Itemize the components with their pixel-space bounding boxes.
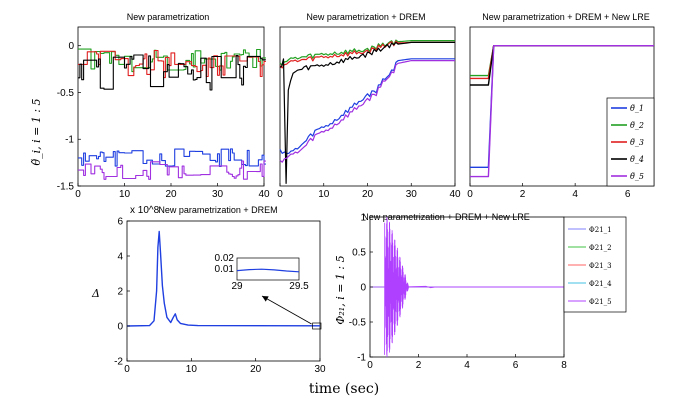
panel-1-lines xyxy=(78,48,266,180)
panel-1: New parametrization 0 10 20 30 40 0 -0.5 -1 -1.5… xyxy=(30,12,270,200)
panel-3-lines xyxy=(470,45,654,178)
panel-3-title: New parametrization + DREM + New LRE xyxy=(482,12,650,22)
legend-label: Φ21_3 xyxy=(589,262,612,270)
series-line-θ̃_1 xyxy=(78,148,266,168)
series-line-θ̃_1 xyxy=(279,58,455,155)
series-line-θ̃_5 xyxy=(279,59,455,163)
p5-xtick-label: 4 xyxy=(464,360,470,371)
panel-4-title: New parametrization + DREM xyxy=(158,205,277,215)
panel-2: New parametrization + DREM 0 10 20 30 40 xyxy=(277,12,461,200)
p1-xtick-label: 0 xyxy=(75,189,81,200)
p5-xtick-label: 8 xyxy=(561,360,567,371)
p5-xtick-label: 0 xyxy=(367,360,373,371)
panel-2-title: New parametrization + DREM xyxy=(306,12,425,22)
legend-label: Φ21_1 xyxy=(589,226,612,234)
panel-4-lines xyxy=(126,230,321,327)
series-line-θ̃_4 xyxy=(78,54,266,91)
zoom-marker xyxy=(312,322,322,330)
inset-xtick-label: 29 xyxy=(231,281,243,292)
p3-xtick-label: 0 xyxy=(467,189,473,200)
legend-label: Φ21_2 xyxy=(589,244,612,252)
legend-label: Φ21_5 xyxy=(589,298,612,306)
panel-4-inset: 0.020.01 29 29.5 xyxy=(215,253,322,330)
p2-xtick-label: 30 xyxy=(406,189,418,200)
p2-xtick-label: 0 xyxy=(277,189,283,200)
p1-ytick-label: 0 xyxy=(68,41,74,52)
legend-label: Φ21_4 xyxy=(589,280,612,288)
zoom-arrow xyxy=(261,295,312,325)
panel-4-exponent: x 10^8 xyxy=(130,205,160,216)
panel-4-ylabel: Δ xyxy=(91,287,100,300)
series-line-θ̃_4 xyxy=(470,45,654,86)
panel-4: New parametrization + DREM x 10^8 0 10 20 3… xyxy=(91,205,326,375)
panel-1-ylabel: θ̃_i, i = 1 : 5 xyxy=(30,98,43,165)
series-line-θ̃_5 xyxy=(78,160,266,180)
p1-xtick-label: 10 xyxy=(119,189,131,200)
p3-xtick-label: 4 xyxy=(572,189,578,200)
p5-ytick-label: 0.5 xyxy=(352,248,366,259)
p4-xtick-label: 0 xyxy=(124,364,130,375)
p1-ytick-label: -1 xyxy=(65,135,74,146)
inset-ytick-label: 0.01 xyxy=(215,264,235,275)
p4-ytick-label: -2 xyxy=(114,357,123,368)
legend-label: θ̃_4 xyxy=(630,155,644,164)
panel-2-lines xyxy=(279,39,455,184)
p4-ytick-label: 6 xyxy=(117,217,123,228)
series-line-delta xyxy=(126,230,321,327)
p4-xtick-label: 30 xyxy=(314,364,326,375)
inset-line xyxy=(236,268,300,273)
p5-xtick-label: 6 xyxy=(513,360,519,371)
p1-ytick-label: -1.5 xyxy=(57,182,75,193)
series-line-θ̃_2 xyxy=(470,45,654,77)
legend-label: θ̃_5 xyxy=(630,172,644,181)
series-line-θ̃_3 xyxy=(470,45,654,80)
series-line-θ̃_4 xyxy=(279,41,455,184)
p2-xtick-label: 40 xyxy=(449,189,461,200)
p1-xtick-label: 40 xyxy=(258,189,270,200)
oscillation-burst xyxy=(384,216,564,358)
p4-ytick-label: 2 xyxy=(117,287,123,298)
series-line-θ̃_3 xyxy=(279,40,455,69)
p2-xtick-label: 20 xyxy=(362,189,374,200)
series-line-θ̃_5 xyxy=(470,45,654,178)
inset-xtick-label: 29.5 xyxy=(289,281,309,292)
p2-xtick-label: 10 xyxy=(318,189,330,200)
p5-ytick-label: 0 xyxy=(360,283,366,294)
p1-ytick-label: -0.5 xyxy=(57,88,75,99)
time-xlabel: time (sec) xyxy=(309,381,379,397)
p3-xtick-label: 6 xyxy=(625,189,631,200)
p4-xtick-label: 20 xyxy=(250,364,262,375)
p1-xtick-label: 30 xyxy=(212,189,224,200)
p5-ytick-label: 1 xyxy=(360,213,366,224)
panel-5-lines xyxy=(370,216,564,358)
inset-ytick-label: 0.02 xyxy=(215,253,235,264)
p5-ytick-label: -1 xyxy=(357,353,366,364)
panel-5-ylabel: Φ₂₁, i = 1 : 5 xyxy=(334,255,347,324)
p4-ytick-label: 0 xyxy=(117,322,123,333)
p3-xtick-label: 2 xyxy=(520,189,526,200)
legend-label: θ̃_3 xyxy=(630,138,644,147)
p1-xtick-label: 20 xyxy=(165,189,177,200)
panel-3-legend: θ̃_1 θ̃_2 θ̃_3 θ̃_4 θ̃_5 xyxy=(606,97,655,187)
series-line-θ̃_2 xyxy=(279,39,455,66)
panel-3: New parametrization + DREM + New LRE 0 2 4… xyxy=(467,12,655,200)
legend-label: θ̃_1 xyxy=(630,104,644,113)
p5-xtick-label: 2 xyxy=(416,360,422,371)
zoom-arrowhead xyxy=(262,296,269,302)
p5-ytick-label: -0.5 xyxy=(349,318,367,329)
p4-ytick-label: 4 xyxy=(117,252,123,263)
legend-label: θ̃_2 xyxy=(630,121,644,130)
p4-xtick-label: 10 xyxy=(186,364,198,375)
series-line-θ̃_2 xyxy=(78,48,266,73)
panel-1-title: New parametrization xyxy=(127,12,210,22)
panel-5-legend: Φ21_1 Φ21_2 Φ21_3 Φ21_4 Φ21_5 xyxy=(563,216,627,313)
